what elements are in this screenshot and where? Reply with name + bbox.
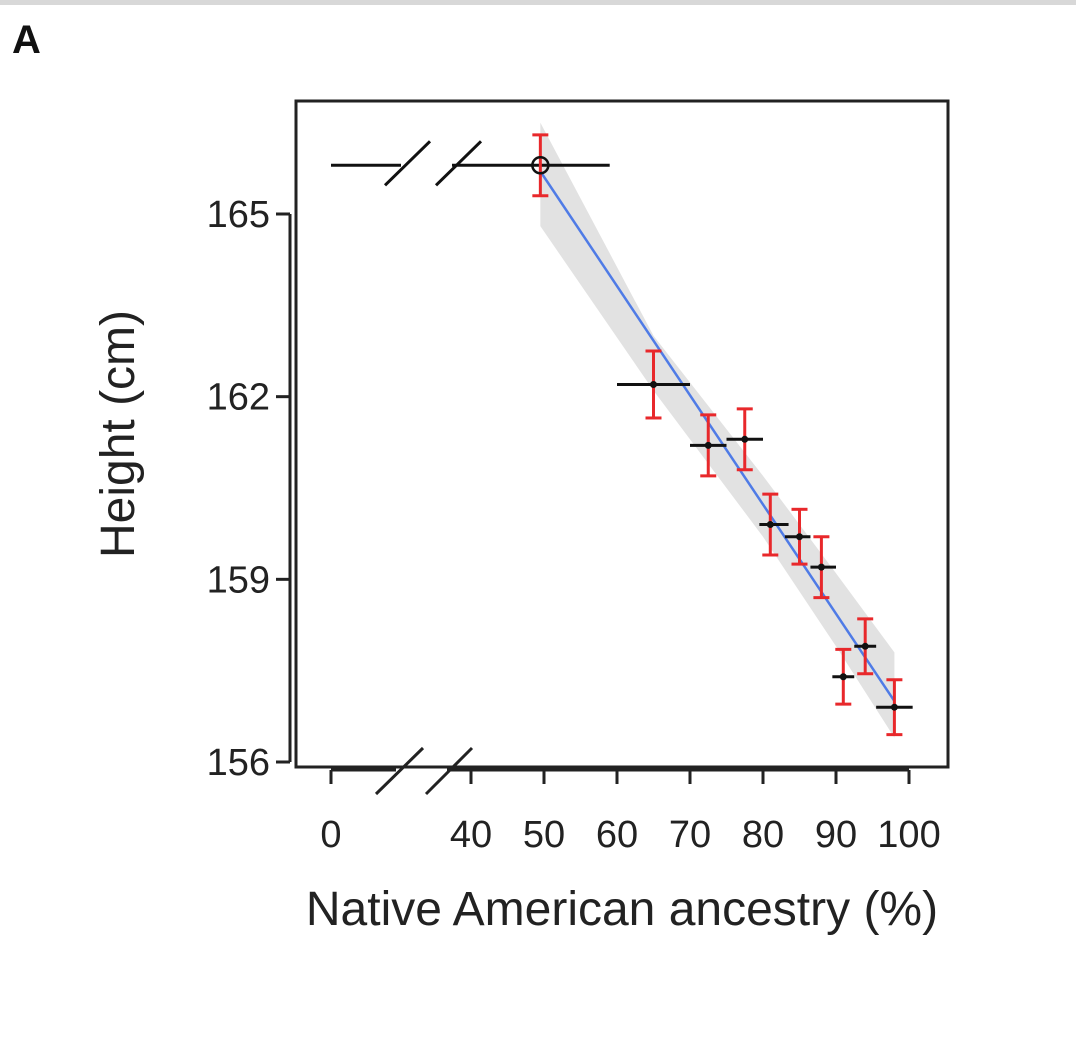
x-tick-label: 40	[450, 814, 492, 856]
x-axis-break-mark	[424, 746, 474, 796]
x-axis-title: Native American ancestry (%)	[306, 883, 938, 936]
plot-frame	[294, 99, 950, 769]
x-error-break-mark	[434, 140, 483, 187]
point-marker	[741, 435, 749, 443]
x-tick-label: 0	[320, 814, 341, 856]
confidence-band-layer	[540, 122, 895, 738]
x-tick-label: 90	[815, 814, 857, 856]
y-tick-label: 165	[207, 194, 270, 236]
x-tick-label: 100	[877, 814, 940, 856]
x-tick-label: 80	[742, 814, 784, 856]
point-marker	[796, 533, 803, 541]
y-axis-title: Height (cm)	[92, 310, 145, 558]
point-marker	[861, 642, 869, 650]
panel-label: A	[12, 18, 41, 62]
point-marker	[890, 703, 898, 711]
point-marker	[766, 521, 774, 529]
regression-line	[539, 170, 896, 702]
x-tick-label: 70	[669, 814, 711, 856]
y-tick-label: 162	[207, 377, 270, 419]
point-marker	[839, 673, 847, 681]
top-border	[0, 0, 1076, 5]
x-tick-label: 60	[596, 814, 638, 856]
axis-layer: 156 159 162 165 0 40 50 60 70 80 90 100	[207, 194, 941, 856]
x-error-break-mark	[383, 140, 432, 187]
confidence-band	[540, 122, 895, 738]
y-tick-label: 156	[207, 742, 270, 784]
x-axis-break-mark	[374, 746, 425, 796]
point-marker	[817, 563, 825, 571]
error-bar-layer	[331, 133, 913, 737]
point-marker	[650, 380, 657, 388]
point-marker	[704, 441, 712, 449]
y-tick-label: 159	[207, 559, 270, 601]
data-point-1	[331, 133, 610, 198]
point-layer	[531, 156, 898, 711]
fit-line-layer	[539, 170, 896, 702]
point-marker	[531, 156, 550, 175]
x-tick-label: 50	[523, 814, 565, 856]
